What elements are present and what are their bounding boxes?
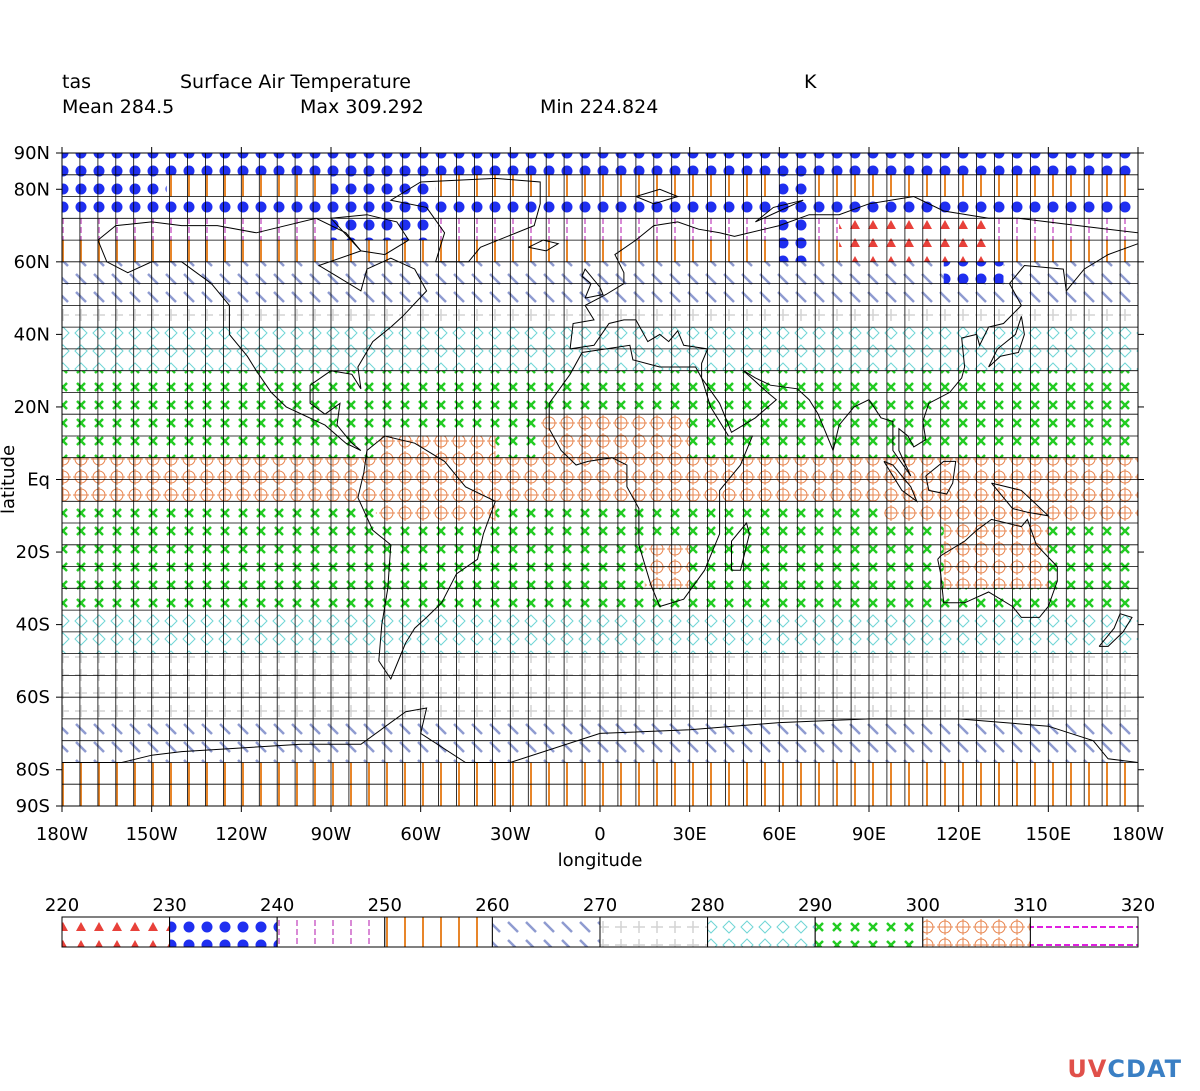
x-axis-label: longitude: [558, 850, 643, 871]
colorbar-swatch: [276, 916, 386, 948]
coastline-madagascar: [731, 521, 750, 571]
colorbar-tick-label: 250: [368, 895, 402, 916]
cell-grid: [61, 152, 1139, 807]
y-tick-label: 20N: [14, 397, 50, 418]
coastline-britain: [581, 268, 604, 299]
x-tick-label: 90E: [852, 824, 886, 845]
y-axis-label: latitude: [0, 445, 19, 514]
x-tick-label: 60E: [762, 824, 796, 845]
colorbar-swatch: [1029, 916, 1139, 948]
colorbar-tick-label: 290: [798, 895, 832, 916]
x-tick-label: 150E: [1025, 824, 1071, 845]
x-tick-label: 90W: [311, 824, 352, 845]
y-tick-label: 80S: [16, 760, 50, 781]
variable-name: tas: [62, 71, 91, 93]
colorbar-tick-label: 300: [906, 895, 940, 916]
colorbar-tick-label: 260: [475, 895, 509, 916]
coastline-eurasia: [569, 195, 1139, 477]
colorbar-tick-label: 240: [260, 895, 294, 916]
min-value: Min 224.824: [540, 96, 659, 118]
max-value: Max 309.292: [300, 96, 424, 118]
coastline-iceland: [528, 239, 560, 252]
y-tick-label: 80N: [14, 179, 50, 200]
coastline-new-zealand: [1098, 613, 1133, 647]
x-tick-label: 60W: [400, 824, 441, 845]
colorbar-swatch: [384, 916, 493, 948]
coastline-sumatra: [883, 460, 918, 503]
region-cell-3: [779, 153, 810, 262]
coastline-new-guinea: [991, 482, 1050, 517]
mean-value: Mean 284.5: [62, 96, 175, 118]
coastline-novaya-zemlya: [755, 199, 804, 223]
y-tick-label: 40S: [16, 615, 50, 636]
x-tick-label: 180W: [1112, 824, 1164, 845]
x-tick-label: 30E: [673, 824, 707, 845]
colorbar-tick-label: 280: [690, 895, 724, 916]
grid-lines: [61, 152, 1139, 807]
axes: 180W 150W 120W 90W 60W 30W 0 30E 60E 90E 120E 150E 1…: [0, 143, 1164, 871]
x-tick-label: 0: [594, 824, 605, 845]
colorbar: 220 230 240 250 260 270 280 290 300 310 320: [45, 895, 1155, 948]
coastline-north-america: [97, 217, 428, 451]
colorbar-tick-label: 230: [152, 895, 186, 916]
colorbar-swatch: [169, 916, 278, 948]
x-tick-label: 120E: [936, 824, 982, 845]
coastline-greenland: [389, 177, 541, 263]
colorbar-swatch: [61, 916, 171, 948]
region-cell-8: [943, 523, 1049, 589]
y-tick-label: 60N: [14, 252, 50, 273]
x-tick-label: 120W: [215, 824, 267, 845]
coastline-borneo: [925, 460, 957, 495]
x-tick-label: 150W: [126, 824, 178, 845]
coastline-australia: [937, 518, 1058, 618]
colorbar-swatch: [707, 916, 816, 948]
y-tick-label: 90N: [14, 143, 50, 164]
region-cell-0: [62, 153, 167, 219]
colorbar-swatch: [491, 916, 601, 948]
x-tick-label: 180W: [36, 824, 88, 845]
y-tick-label: 20S: [16, 542, 50, 563]
colorbar-tick-label: 310: [1013, 895, 1047, 916]
region-cell-2: [555, 153, 630, 175]
colorbar-swatch: [922, 916, 1031, 948]
variable-long-name: Surface Air Temperature: [180, 71, 411, 93]
units-label: K: [804, 71, 817, 93]
colorbar-swatch: [814, 916, 924, 948]
y-tick-label: Eq: [27, 470, 50, 491]
y-tick-label: 90S: [16, 796, 50, 817]
y-tick-label: 40N: [14, 324, 50, 345]
colorbar-swatch: [599, 916, 709, 948]
coastline-japan: [988, 316, 1025, 368]
colorbar-tick-label: 270: [583, 895, 617, 916]
colorbar-tick-label: 220: [45, 895, 79, 916]
uvcdat-logo: UVCDAT: [1067, 1055, 1182, 1083]
colorbar-tick-label: 320: [1121, 895, 1155, 916]
x-tick-label: 30W: [490, 824, 531, 845]
y-tick-label: 60S: [16, 687, 50, 708]
